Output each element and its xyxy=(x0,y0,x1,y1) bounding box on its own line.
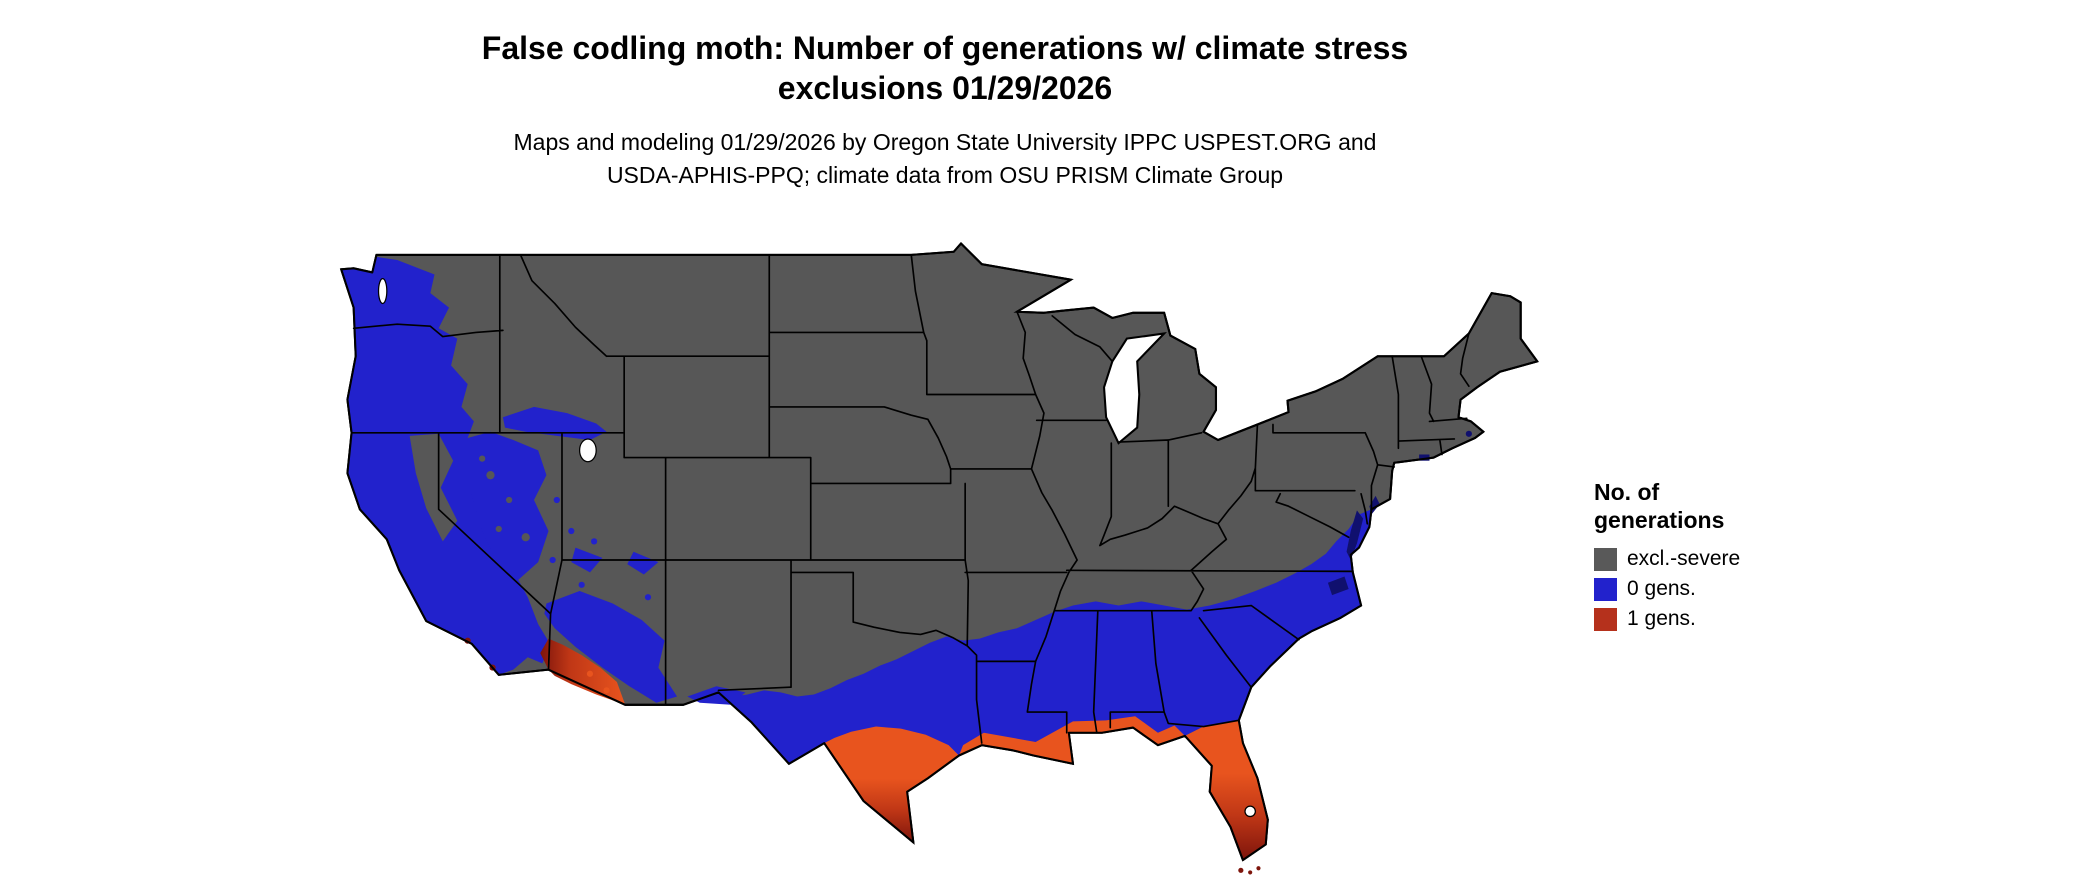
blue-region-south-utah xyxy=(571,547,659,575)
pamlico-sound xyxy=(1327,576,1349,596)
cape-cod-speck xyxy=(1465,430,1472,437)
map-subtitle-line1: Maps and modeling 01/29/2026 by Oregon S… xyxy=(513,129,1377,155)
legend-swatch-0-gens xyxy=(1594,577,1617,601)
blue-region-snake-plain xyxy=(502,406,607,441)
legend-label-excl-severe: excl.-severe xyxy=(1627,547,1741,570)
map-subtitle: Maps and modeling 01/29/2026 by Oregon S… xyxy=(0,108,1890,192)
legend-item-1-gens: 1 gens. xyxy=(1594,606,1854,632)
coastal-waters xyxy=(1327,430,1472,596)
orange-region-florida xyxy=(1184,720,1268,860)
legend-item-0-gens: 0 gens. xyxy=(1594,576,1854,602)
state-borders xyxy=(350,254,1470,744)
map-title-line2: exclusions 01/29/2026 xyxy=(777,70,1113,106)
red-speck-florida-keys xyxy=(1248,870,1253,875)
legend-title: No. of generations xyxy=(1594,478,1854,534)
long-island-sound-speck xyxy=(1419,454,1430,461)
us-outline xyxy=(340,242,1539,862)
legend-item-excl-severe: excl.-severe xyxy=(1594,546,1854,572)
map-header: False codling moth: Number of generation… xyxy=(0,0,1890,192)
us-generations-map xyxy=(339,241,1539,875)
chesapeake-bay xyxy=(1346,510,1364,560)
legend-label-0-gens: 0 gens. xyxy=(1627,577,1696,600)
legend-title-line2: generations xyxy=(1594,507,1725,533)
map-title: False codling moth: Number of generation… xyxy=(0,0,1890,108)
lake-okeechobee xyxy=(1244,805,1256,818)
legend-title-line1: No. of xyxy=(1594,479,1660,505)
blue-region-great-basin xyxy=(465,431,549,581)
map-subtitle-line2: USDA-APHIS-PPQ; climate data from OSU PR… xyxy=(606,162,1284,188)
legend-label-1-gens: 1 gens. xyxy=(1627,607,1696,630)
red-speck-florida-keys xyxy=(1238,867,1244,873)
blue-region-arizona xyxy=(544,591,678,703)
legend: No. of generations excl.-severe 0 gens. … xyxy=(1594,478,1854,636)
orange-region-southwest xyxy=(540,638,626,705)
legend-swatch-1-gens xyxy=(1594,607,1617,631)
orange-region-south-texas xyxy=(824,726,959,843)
map-title-line1: False codling moth: Number of generation… xyxy=(481,30,1409,66)
red-speck-florida-keys xyxy=(1256,866,1261,871)
legend-swatch-excl-severe xyxy=(1594,547,1617,571)
great-salt-lake xyxy=(578,438,597,463)
puget-sound xyxy=(377,278,388,305)
map-container xyxy=(335,229,1558,891)
